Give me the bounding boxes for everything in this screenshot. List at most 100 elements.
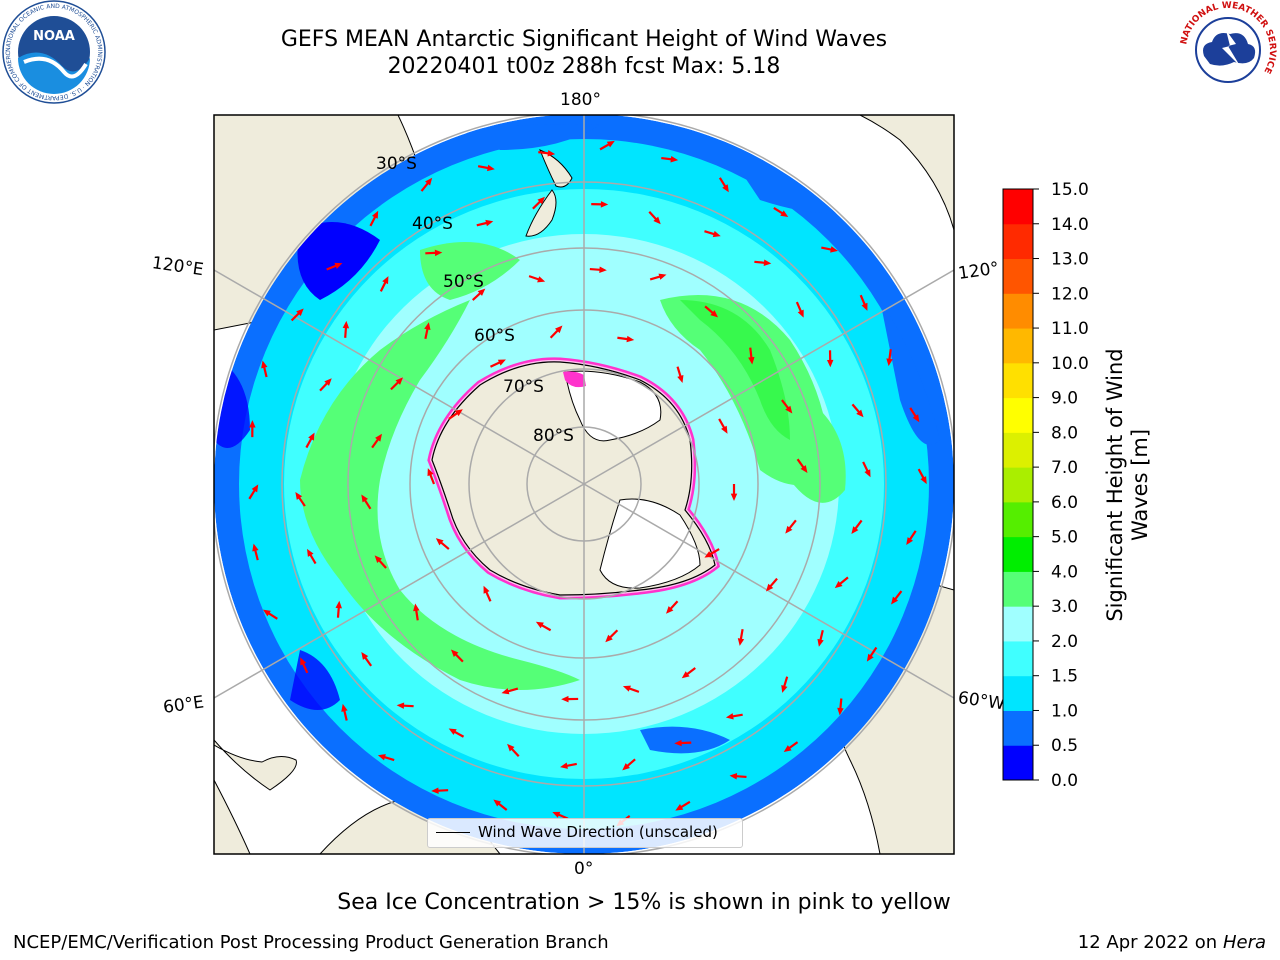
wave-arrow-head (497, 359, 506, 366)
wave-arrow-head (537, 276, 546, 283)
wave-arrow-head (725, 713, 734, 720)
legend-label: Wind Wave Direction (unscaled) (478, 823, 718, 841)
wave-direction-arrows (248, 140, 927, 827)
legend-line-sample (436, 832, 470, 833)
wave-arrow-head (797, 309, 804, 318)
wave-arrow-head (334, 262, 343, 269)
wave-arrow-head (552, 811, 561, 818)
wave-arrow-head (622, 685, 631, 692)
map-title: GEFS MEAN Antarctic Significant Height o… (280, 27, 888, 52)
colorbar-swatch (1003, 189, 1033, 225)
wave-arrow-head (249, 420, 256, 428)
wave-arrow-head (886, 358, 893, 367)
lat-label-60s: 60°S (474, 326, 515, 346)
wave-arrow-head (261, 360, 268, 369)
colorbar-tick-label: 11.0 (1051, 319, 1089, 339)
wave-arrow-head (374, 555, 382, 563)
wave-arrow-head (382, 276, 389, 285)
wave-arrow-head (817, 638, 824, 647)
wave-arrow-head (361, 652, 369, 660)
colorbar-swatch (1003, 223, 1033, 260)
wave-arrow-head (826, 359, 834, 368)
wave-arrow-head (710, 310, 719, 318)
colorbar-tick-label: 0.0 (1051, 771, 1078, 791)
wave-arrow-head (427, 468, 434, 477)
wave-arrow-head (448, 728, 457, 735)
wave-arrow-head (674, 739, 682, 747)
wave-arrow-head (783, 745, 792, 753)
colorbar-tick-label: 7.0 (1051, 458, 1078, 478)
wave-arrow-head (487, 164, 495, 172)
colorbar-tick-label: 9.0 (1051, 389, 1078, 409)
wave-arrow-head (864, 469, 871, 478)
wave-arrow-head (377, 754, 386, 761)
noaa-logo: NATIONAL OCEANIC AND ATMOSPHERIC ADMINIS… (2, 0, 106, 104)
wave-arrow-head (606, 140, 615, 148)
colorbar-swatch (1003, 606, 1033, 642)
lat-label-50s: 50°S (443, 272, 484, 292)
lon-label-0: 0° (574, 859, 593, 879)
wave-arrow-head (704, 551, 713, 558)
colorbar-tick-label: 14.0 (1051, 215, 1089, 235)
wave-arrow-head (851, 526, 859, 535)
antarctica (427, 357, 720, 600)
wave-arrow-head (507, 743, 515, 752)
wave-arrow-head (307, 548, 314, 557)
colorbar-swatch (1003, 397, 1033, 433)
wave-arrow-head (375, 433, 382, 442)
colorbar-tick-label: 8.0 (1051, 423, 1078, 443)
colorbar-tick-label: 6.0 (1051, 493, 1078, 513)
wave-arrow-head (450, 649, 459, 658)
wave-arrow-head (670, 156, 679, 163)
lat-label-80s: 80°S (533, 426, 574, 446)
colorbar-swatch (1003, 640, 1033, 677)
wave-arrow-head (785, 405, 793, 414)
wave-arrow-head (454, 409, 463, 417)
wave-arrow-head (251, 484, 259, 493)
wave-arrow-head (537, 196, 545, 205)
colorbar-title-line1: Significant Height of Wind (1103, 348, 1127, 622)
wave-arrow-head (906, 537, 914, 545)
wave-arrow-head (722, 184, 729, 193)
wave-arrow-head (361, 494, 368, 503)
colorbar-swatch (1003, 258, 1033, 294)
wave-arrow-head (296, 308, 304, 316)
colorbar-tick-label: 12.0 (1051, 284, 1089, 304)
map-border (213, 114, 955, 855)
wave-arrow-head (653, 216, 661, 225)
legend: Wind Wave Direction (unscaled) (427, 818, 743, 848)
wave-arrow-head (252, 543, 259, 552)
wave-arrow-head (912, 414, 920, 423)
colorbar-swatch (1003, 362, 1033, 399)
wave-arrow-head (834, 580, 843, 589)
colorbar-swatch (1003, 293, 1033, 329)
nws-logo: NATIONAL WEATHER SERVICE (1179, 1, 1277, 98)
colorbar-tick-label: 3.0 (1051, 597, 1078, 617)
colorbar-tick-label: 4.0 (1051, 562, 1078, 582)
wave-arrow-head (763, 259, 772, 266)
wave-arrow-head (547, 150, 556, 157)
run-date: 12 Apr 2022 on Hera (1078, 932, 1266, 953)
colorbar-tick-label: 13.0 (1051, 250, 1089, 270)
wave-arrow-head (501, 688, 510, 695)
org-credit: NCEP/EMC/Verification Post Processing Pr… (13, 932, 609, 953)
wave-arrow-head (324, 378, 332, 386)
wave-arrow-head (891, 596, 899, 605)
wave-arrow-head (396, 702, 405, 709)
colorbar-swatch (1003, 710, 1033, 746)
colorbar-swatch (1003, 501, 1033, 538)
lon-label-180: 180° (560, 90, 601, 110)
wave-arrow-head (341, 703, 348, 712)
wave-arrow-head (535, 621, 544, 629)
wave-arrow-head (477, 288, 486, 296)
lat-label-70s: 70°S (503, 377, 544, 397)
colorbar-frame (1002, 188, 1034, 781)
wave-arrow-head (605, 634, 613, 643)
islands (525, 149, 573, 237)
map-area (214, 115, 954, 854)
wave-arrow-head (780, 210, 789, 217)
lon-label-60w: 60°W (957, 688, 1006, 714)
wave-arrow-head (721, 425, 728, 434)
wave-arrow-head (434, 249, 443, 257)
